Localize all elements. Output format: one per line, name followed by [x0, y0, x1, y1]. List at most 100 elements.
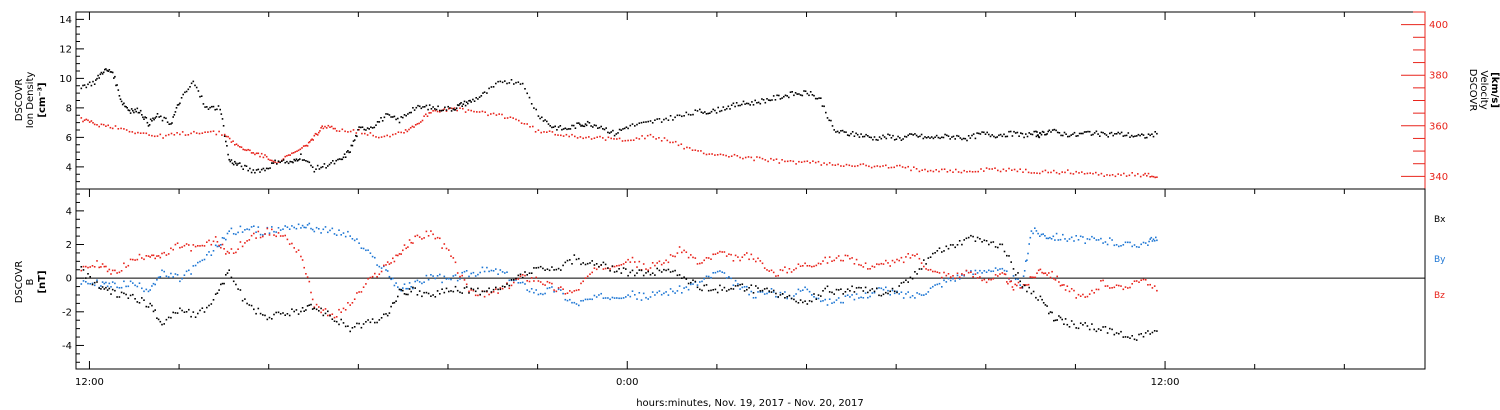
data-point [806, 160, 809, 162]
data-point [185, 311, 188, 313]
data-point [705, 284, 708, 286]
data-point [811, 94, 814, 96]
data-point [562, 264, 564, 267]
data-point [589, 262, 591, 264]
data-point [658, 118, 661, 120]
data-point [849, 296, 851, 298]
data-point [752, 258, 755, 260]
data-point [1090, 134, 1093, 136]
data-point [568, 135, 570, 138]
data-point [293, 158, 295, 161]
data-point [120, 291, 123, 294]
data-point [979, 276, 981, 278]
data-point [859, 163, 862, 166]
data-point [286, 226, 289, 228]
data-point [235, 143, 238, 145]
data-point [844, 295, 847, 297]
data-point [1058, 315, 1060, 317]
data-point [1115, 133, 1118, 135]
data-point [640, 121, 643, 124]
data-point [779, 291, 782, 294]
data-point [667, 261, 670, 264]
data-point [583, 125, 586, 128]
data-point [333, 162, 336, 165]
data-point [351, 238, 354, 240]
data-point [882, 293, 885, 296]
data-point [1061, 284, 1063, 286]
data-point [983, 278, 986, 281]
data-point [430, 108, 433, 110]
data-point [355, 134, 357, 137]
data-point [764, 159, 767, 161]
data-point [1113, 244, 1116, 247]
data-point [578, 304, 580, 307]
data-point [690, 283, 692, 286]
data-point [176, 132, 178, 134]
data-point [106, 270, 109, 273]
data-point [851, 165, 853, 167]
data-point [408, 128, 410, 131]
data-point [521, 281, 524, 284]
data-point [636, 266, 638, 268]
data-point [170, 247, 172, 250]
data-point [492, 288, 495, 291]
data-point [344, 325, 347, 328]
data-point [228, 230, 230, 232]
data-point [646, 134, 649, 137]
data-point [878, 263, 880, 266]
data-point [488, 270, 490, 273]
data-point [974, 273, 977, 275]
data-point [954, 277, 956, 280]
data-point [121, 103, 124, 106]
data-point [732, 102, 735, 105]
data-point [412, 242, 414, 244]
data-point [344, 235, 347, 238]
data-point [586, 298, 589, 301]
data-point [1147, 284, 1149, 286]
data-point [179, 102, 181, 105]
data-point [762, 99, 765, 101]
data-point [788, 268, 791, 270]
data-point [255, 237, 257, 239]
data-point [450, 255, 452, 257]
data-point [187, 134, 190, 136]
data-point [225, 274, 227, 276]
data-point [669, 271, 672, 273]
data-point [1004, 273, 1007, 276]
data-point [1056, 275, 1058, 278]
data-point [618, 128, 621, 131]
data-point [1131, 172, 1133, 174]
data-point [687, 288, 690, 291]
data-point [1075, 135, 1077, 137]
data-point [914, 255, 916, 257]
data-point [123, 102, 125, 105]
data-point [1086, 172, 1089, 175]
data-point [376, 264, 378, 266]
data-point [405, 247, 407, 250]
data-point [961, 273, 963, 275]
data-point [980, 168, 982, 170]
data-point [739, 156, 741, 159]
data-point [309, 141, 311, 143]
data-point [683, 249, 685, 252]
data-point [526, 123, 528, 125]
data-point [535, 276, 537, 279]
data-point [162, 137, 164, 139]
data-point [1153, 330, 1156, 332]
data-point [683, 147, 685, 150]
data-point [288, 228, 291, 230]
data-point [468, 275, 470, 278]
data-point [1154, 131, 1156, 133]
data-point [1011, 135, 1014, 137]
data-point [963, 169, 965, 172]
data-point [862, 297, 865, 299]
data-point [512, 117, 514, 119]
data-point [959, 137, 962, 139]
data-point [250, 304, 253, 307]
data-point [1138, 246, 1140, 248]
data-point [95, 79, 97, 81]
data-point [1156, 132, 1158, 135]
data-point [1140, 279, 1142, 281]
data-point [443, 275, 446, 278]
data-point [967, 135, 970, 137]
